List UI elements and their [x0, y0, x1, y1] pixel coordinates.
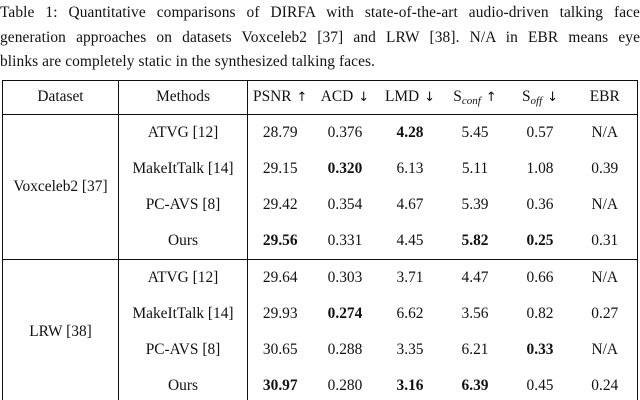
col-header-psnr: PSNR ↑	[247, 80, 313, 115]
value-cell: 6.13	[396, 159, 424, 177]
metric-subscript: conf	[461, 94, 481, 107]
method-cell: PC-AVS [8]	[118, 186, 248, 223]
col-header-dataset: Dataset	[2, 80, 119, 115]
value-cell: 5.11	[461, 159, 489, 177]
table-row: Ours 30.97 0.280 3.16 6.39 0.45 0.24	[3, 367, 638, 400]
method-cell: PC-AVS [8]	[118, 331, 248, 368]
table-row: MakeItTalk [14] 29.93 0.274 6.62 3.56 0.…	[3, 295, 638, 332]
value-cell: N/A	[591, 123, 618, 141]
value-cell: 4.47	[442, 258, 508, 296]
value-cell: 0.331	[327, 231, 363, 249]
value-cell: 0.39	[591, 159, 619, 177]
table-row: PC-AVS [8] 29.42 0.354 4.67 5.39 0.36 N/…	[3, 186, 638, 223]
up-arrow-icon: ↑	[296, 90, 308, 105]
value-cell: 29.42	[262, 195, 298, 213]
value-cell: 0.25	[526, 231, 554, 249]
metric-name: PSNR	[253, 88, 292, 105]
value-cell: 4.67	[396, 195, 424, 213]
metric-name: S	[521, 87, 531, 105]
table-row: LRW [38] ATVG [12] 29.64 0.303 3.71 4.47…	[2, 258, 638, 400]
value-cell: 0.274	[327, 304, 363, 322]
col-header-lmd: LMD ↓	[377, 80, 443, 115]
value-cell: 3.71	[377, 258, 443, 296]
down-arrow-icon: ↓	[358, 90, 370, 105]
value-cell: 29.56	[262, 231, 298, 249]
value-cell: 0.280	[327, 376, 363, 394]
caption-line-1: Table 1: Quantitative comparisons of DIR…	[0, 4, 640, 21]
col-header-sconf: Sconf ↑	[442, 80, 508, 115]
col-header-soff: Soff ↓	[507, 80, 573, 115]
value-cell: 6.62	[396, 304, 424, 322]
dataset-cell-voxceleb2: Voxceleb2 [37]	[2, 114, 119, 259]
down-arrow-icon: ↓	[547, 89, 559, 105]
value-cell: 0.45	[526, 376, 554, 394]
value-cell: 0.36	[526, 195, 554, 213]
metric-name: EBR	[589, 88, 620, 105]
value-cell: 4.28	[396, 123, 424, 141]
caption-line-3: blinks are completely static in the synt…	[0, 53, 376, 70]
method-cell: Ours	[118, 222, 248, 259]
value-cell: 29.15	[262, 159, 298, 177]
value-cell: 29.93	[262, 304, 298, 322]
caption-line-2: generation approaches on datasets Voxcel…	[0, 28, 640, 46]
value-cell: 0.33	[526, 340, 554, 358]
value-cell: 0.320	[327, 159, 363, 177]
table-row: MakeItTalk [14] 29.15 0.320 6.13 5.11 1.…	[3, 150, 638, 187]
value-cell: N/A	[572, 258, 638, 296]
value-cell: 0.66	[507, 258, 573, 296]
method-cell: ATVG [12]	[118, 258, 248, 296]
metric-name: LMD	[384, 88, 420, 105]
method-cell: Ours	[118, 367, 248, 400]
value-cell: 0.376	[327, 123, 363, 141]
table-row: Ours 29.56 0.331 4.45 5.82 0.25 0.31	[3, 222, 638, 259]
value-cell: 6.39	[461, 376, 489, 394]
metric-name: S	[453, 87, 462, 105]
voxceleb2-group: Voxceleb2 [37] ATVG [12] 28.79 0.376 4.2…	[2, 114, 638, 259]
value-cell: 3.16	[396, 376, 424, 394]
method-cell: MakeItTalk [14]	[118, 295, 248, 332]
method-cell: ATVG [12]	[118, 114, 248, 151]
value-cell: 0.27	[591, 304, 619, 322]
value-cell: 0.288	[327, 340, 363, 358]
table-caption: Table 1: Quantitative comparisons of DIR…	[0, 0, 640, 75]
value-cell: 29.64	[247, 258, 313, 296]
table-row: PC-AVS [8] 30.65 0.288 3.35 6.21 0.33 N/…	[3, 331, 638, 368]
value-cell: 0.354	[327, 195, 363, 213]
value-cell: 5.45	[461, 123, 489, 141]
value-cell: 0.303	[312, 258, 378, 296]
value-cell: 4.45	[396, 231, 424, 249]
up-arrow-icon: ↑	[485, 89, 497, 105]
value-cell: 1.08	[526, 159, 554, 177]
value-cell: 30.65	[262, 340, 298, 358]
value-cell: 0.24	[591, 376, 619, 394]
col-header-acd: ACD ↓	[312, 80, 378, 115]
value-cell: 5.39	[461, 195, 489, 213]
value-cell: 0.82	[526, 304, 554, 322]
down-arrow-icon: ↓	[424, 90, 436, 105]
table-row: Voxceleb2 [37] ATVG [12] 28.79 0.376 4.2…	[2, 114, 638, 259]
metric-name: ACD	[320, 88, 354, 105]
results-table: Dataset Methods PSNR ↑ ACD ↓ LMD ↓ Sconf ↑ S…	[2, 79, 638, 400]
dataset-cell-lrw: LRW [38]	[2, 258, 119, 400]
value-cell: 5.82	[461, 231, 489, 249]
lrw-group: LRW [38] ATVG [12] 29.64 0.303 3.71 4.47…	[2, 258, 638, 400]
value-cell: 6.21	[461, 340, 489, 358]
value-cell: 0.31	[591, 231, 619, 249]
value-cell: 3.56	[461, 304, 489, 322]
value-cell: N/A	[591, 340, 618, 358]
value-cell: 30.97	[262, 376, 298, 394]
value-cell: N/A	[591, 195, 618, 213]
value-cell: 0.57	[526, 123, 554, 141]
col-header-methods: Methods	[118, 80, 248, 115]
metric-subscript: off	[530, 94, 543, 107]
value-cell: 3.35	[396, 340, 424, 358]
col-header-ebr: EBR	[572, 80, 638, 115]
value-cell: 28.79	[262, 123, 298, 141]
table-header-row: Dataset Methods PSNR ↑ ACD ↓ LMD ↓ Sconf ↑ S…	[2, 80, 638, 115]
method-cell: MakeItTalk [14]	[118, 150, 248, 187]
